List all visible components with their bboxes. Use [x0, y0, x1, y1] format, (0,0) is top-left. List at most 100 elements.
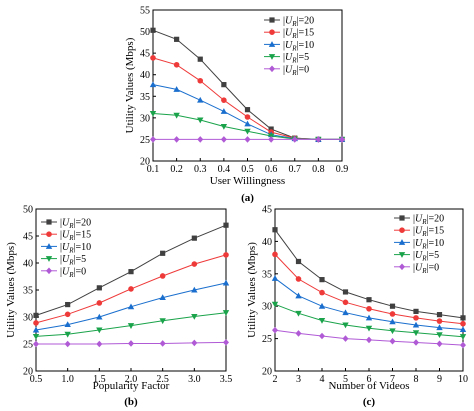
- data-point: [191, 339, 198, 347]
- x-tick-label: 8: [414, 374, 419, 385]
- series-1: [272, 251, 466, 327]
- data-point: [127, 303, 135, 310]
- data-point: [389, 303, 396, 309]
- x-tick-label: 0.2: [170, 164, 183, 175]
- data-point: [223, 252, 229, 258]
- y-tick-label: 40: [140, 70, 150, 81]
- data-point: [223, 339, 229, 346]
- data-point: [128, 269, 134, 275]
- data-point: [150, 55, 156, 61]
- legend-marker: [46, 219, 52, 225]
- data-point: [160, 250, 166, 256]
- x-tick-label: 6: [367, 374, 372, 385]
- data-point: [366, 305, 372, 312]
- data-point: [271, 275, 279, 281]
- data-point: [295, 258, 302, 265]
- y-tick-label: 35: [262, 269, 272, 280]
- data-point: [159, 273, 166, 279]
- data-point: [342, 322, 349, 329]
- legend: |UR|=20|UR|=15|UR|=10|UR|=5|UR|=0: [264, 16, 314, 77]
- x-tick-label: 7: [390, 374, 395, 385]
- data-point: [128, 286, 134, 292]
- panel-label: (a): [241, 192, 254, 204]
- legend-entry: |UR|=0: [283, 64, 309, 77]
- series-4: [272, 326, 466, 349]
- data-point: [389, 318, 396, 325]
- data-point: [127, 323, 135, 329]
- legend-entry: |UR|=0: [413, 262, 439, 275]
- legend-marker: [46, 231, 52, 237]
- x-tick-label: 0.5: [241, 164, 254, 175]
- data-point: [318, 302, 326, 309]
- x-tick-label: 0.4: [218, 164, 231, 175]
- legend-marker: [399, 227, 405, 233]
- data-point: [64, 311, 71, 318]
- data-point: [159, 294, 166, 301]
- data-point: [459, 326, 467, 333]
- data-point: [272, 251, 278, 258]
- x-tick-label: 9: [437, 374, 442, 385]
- data-point: [173, 136, 180, 143]
- legend-entry: |UR|=0: [60, 266, 86, 279]
- legend: |UR|=20|UR|=15|UR|=10|UR|=5|UR|=0: [41, 218, 91, 279]
- data-point: [244, 136, 251, 143]
- x-axis-label: Number of Videos: [328, 380, 409, 392]
- y-tick-label: 30: [140, 113, 150, 124]
- data-point: [412, 330, 420, 337]
- data-point: [191, 235, 197, 241]
- data-point: [96, 300, 103, 306]
- y-axis-label: Utility Values (Mbps): [5, 242, 17, 338]
- data-point: [244, 128, 251, 135]
- y-tick-label: 20: [262, 367, 272, 378]
- data-point: [159, 340, 166, 347]
- legend-marker: [45, 243, 53, 249]
- legend-marker: [268, 54, 276, 60]
- legend-entry: |UR|=15: [60, 230, 91, 243]
- data-point: [96, 313, 103, 320]
- y-tick-label: 45: [23, 232, 33, 243]
- data-point: [197, 77, 204, 84]
- data-point: [413, 308, 419, 314]
- y-axis-label: Utility Values (Mbps): [246, 242, 258, 338]
- series-0: [33, 222, 229, 318]
- data-point: [96, 340, 103, 348]
- data-point: [244, 114, 251, 120]
- x-axis-label: User Willingness: [210, 175, 285, 187]
- data-point: [365, 325, 373, 332]
- y-tick-label: 50: [140, 27, 150, 38]
- x-tick-label: 5: [343, 374, 348, 385]
- y-axis-label: Utility Values (Mbps): [124, 37, 136, 133]
- data-point: [159, 318, 166, 325]
- data-point: [220, 108, 228, 114]
- data-point: [64, 331, 71, 338]
- data-point: [295, 292, 302, 299]
- x-tick-label: 1.0: [61, 374, 74, 385]
- data-point: [128, 340, 134, 347]
- legend-marker: [399, 263, 405, 271]
- data-point: [33, 340, 39, 348]
- data-point: [64, 321, 71, 328]
- x-axis-label: Popularity Factor: [93, 380, 170, 392]
- series-line: [274, 277, 464, 330]
- legend-marker: [398, 252, 406, 258]
- chart-panel-2: 0.5 1.0 1.5 2.0 2.5 3.0 3.5 20 25 30 35 40 45 50 Popul…: [5, 205, 232, 409]
- data-point: [150, 27, 156, 33]
- y-tick-label: 45: [140, 49, 150, 60]
- data-point: [65, 301, 71, 308]
- data-point: [221, 82, 227, 88]
- data-point: [436, 340, 443, 348]
- x-tick-label: 0.8: [312, 164, 325, 175]
- x-tick-label: 0.5: [30, 374, 43, 385]
- legend-entry: |UR|=20: [283, 16, 314, 29]
- data-point: [272, 326, 278, 334]
- chart-panel-1: 0.1 0.2 0.3 0.4 0.5 0.6 0.7 0.8 0.9 20 25 30 35 40 45 5…: [124, 6, 348, 205]
- data-point: [96, 285, 102, 291]
- data-point: [222, 310, 230, 316]
- data-point: [366, 297, 372, 303]
- series-line: [152, 57, 342, 140]
- data-point: [436, 332, 443, 339]
- series-0: [272, 227, 466, 321]
- data-point: [173, 86, 180, 92]
- series-3: [271, 301, 467, 340]
